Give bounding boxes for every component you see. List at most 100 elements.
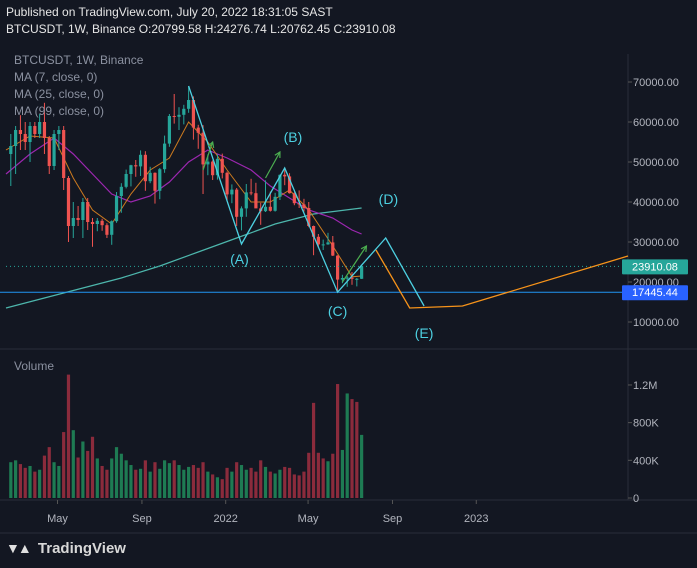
volume-bar <box>86 450 90 498</box>
candle-body <box>71 218 75 226</box>
volume-bar <box>326 461 330 498</box>
volume-bar <box>153 462 157 498</box>
candle-body <box>57 130 61 134</box>
volume-bar <box>263 466 268 498</box>
trend-arrow-head <box>207 140 215 149</box>
volume-bar <box>211 474 215 498</box>
legend-ma7: MA (7, close, 0) <box>14 70 98 84</box>
candle-body <box>206 161 210 165</box>
volume-bar <box>95 458 99 498</box>
price-tick-label: 70000.00 <box>633 77 679 89</box>
candle-body <box>86 202 90 222</box>
volume-bar <box>143 460 147 498</box>
candle-body <box>273 196 277 211</box>
candle-body <box>138 154 143 167</box>
volume-bar <box>81 441 85 498</box>
volume-bar <box>158 468 162 498</box>
candle-body <box>129 165 133 174</box>
candle-body <box>90 222 95 224</box>
volume-bar <box>360 434 364 498</box>
candle-body <box>345 277 349 279</box>
candle-body <box>18 130 23 134</box>
volume-bar <box>191 465 196 498</box>
volume-bar <box>42 455 47 498</box>
candle-body <box>350 277 354 279</box>
candle-body <box>302 204 306 208</box>
volume-bar <box>23 467 27 498</box>
price-tick-label: 10000.00 <box>633 317 679 329</box>
volume-bar <box>239 465 244 498</box>
candle-body <box>316 236 320 245</box>
candle-body <box>307 208 311 226</box>
volume-bar <box>249 467 253 498</box>
current-price-label-bg <box>622 259 688 275</box>
candle-body <box>42 122 47 138</box>
trend-arrow-head <box>274 150 281 159</box>
time-tick-label: Sep <box>383 513 403 525</box>
current-price-label: 23910.08 <box>632 261 678 273</box>
projection-line <box>375 249 629 309</box>
volume-bar <box>134 469 138 498</box>
price-tick-label: 30000.00 <box>633 237 679 249</box>
volume-bar <box>268 471 272 498</box>
volume-bar <box>335 384 340 498</box>
volume-bar <box>124 460 128 498</box>
volume-bar <box>302 471 306 498</box>
candle-body <box>66 178 71 226</box>
volume-bar <box>340 449 345 498</box>
candle-body <box>33 126 37 134</box>
time-tick-label: Sep <box>132 513 152 525</box>
volume-bar <box>38 469 42 498</box>
volume-bar <box>172 460 176 498</box>
volume-bar <box>201 462 205 498</box>
wave-label: (B) <box>284 129 303 145</box>
volume-bar <box>182 469 186 498</box>
volume-bar <box>119 453 123 498</box>
candle-body <box>326 242 330 245</box>
candle-body <box>14 130 18 146</box>
volume-bar <box>316 452 320 498</box>
volume-bar <box>66 374 71 498</box>
candle-body <box>278 174 282 197</box>
volume-bar <box>148 471 152 498</box>
candle-body <box>211 161 215 176</box>
trend-arrow-head <box>360 244 368 253</box>
candle-body <box>268 206 272 211</box>
candle-body <box>196 127 200 133</box>
candle-body <box>321 244 325 246</box>
volume-bar <box>259 460 263 498</box>
volume-bar <box>90 436 95 498</box>
support-price-label-bg <box>622 285 688 301</box>
volume-bar <box>57 465 61 498</box>
candle-body <box>297 203 301 205</box>
volume-bar <box>62 432 66 498</box>
tradingview-footer[interactable]: ▼▲ TradingView <box>6 540 126 557</box>
volume-bar <box>230 471 234 498</box>
candle-body <box>47 138 51 166</box>
candle-body <box>355 278 359 280</box>
volume-bar <box>292 474 296 498</box>
volume-bar <box>105 469 109 498</box>
volume-bar <box>215 477 220 498</box>
volume-bar <box>225 467 229 498</box>
wave-label: (E) <box>415 325 434 341</box>
candle-body <box>9 146 13 154</box>
volume-bar <box>187 466 191 498</box>
volume-bar <box>206 471 210 498</box>
candle-body <box>153 172 157 191</box>
candle-body <box>143 154 147 182</box>
tradingview-logo-icon: ▼▲ <box>6 540 32 556</box>
legend-symbol: BTCUSDT, 1W, Binance <box>14 53 144 67</box>
trend-arrow-line <box>202 141 214 171</box>
volume-bar <box>71 430 75 498</box>
candle-body <box>100 220 104 226</box>
candle-body <box>76 218 80 220</box>
volume-bar <box>355 401 359 498</box>
candle-body <box>340 278 345 280</box>
volume-bar <box>235 462 239 498</box>
volume-bar <box>287 467 292 498</box>
time-tick-label: May <box>298 513 319 525</box>
volume-title: Volume <box>14 359 55 373</box>
